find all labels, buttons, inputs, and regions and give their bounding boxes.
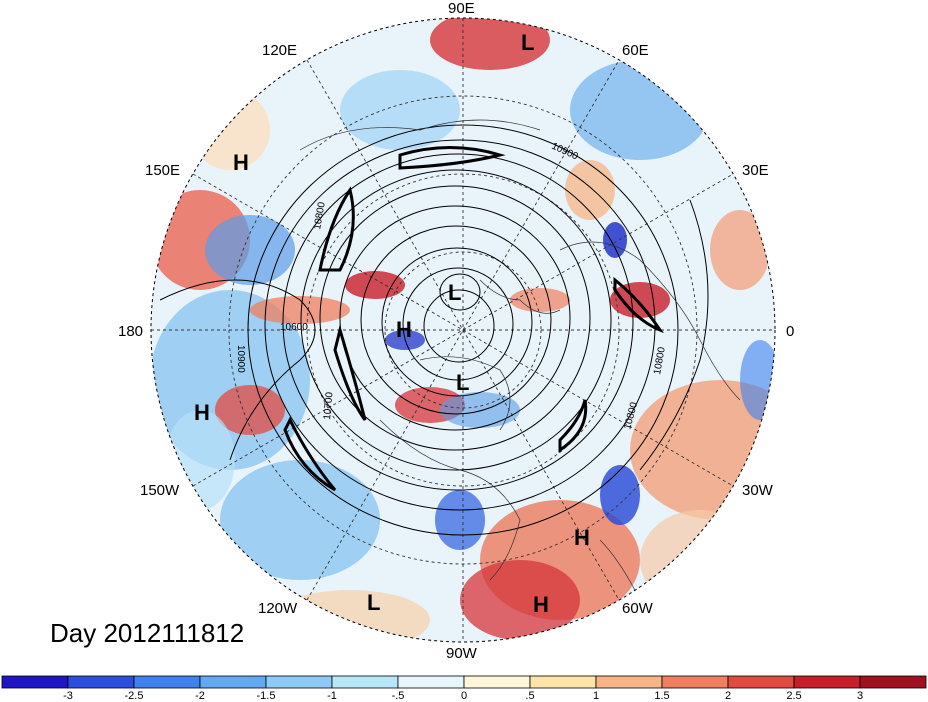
- lon-label-120w: 120W: [258, 600, 298, 617]
- colorbar-box: [1, 675, 69, 689]
- colorbar-tick-label: 2: [725, 690, 731, 702]
- pressure-center-high: H: [194, 400, 210, 425]
- colorbar: -3 -2.5 -2 -1.5 -1 -.5 0 .5 1 1.5 2 2.5 3: [1, 675, 927, 702]
- colorbar-box: [793, 675, 861, 689]
- coastlines: [299, 119, 741, 601]
- colorbar-tick-label: -1.5: [257, 690, 276, 702]
- lon-label-0: 0: [786, 323, 794, 340]
- colorbar-box: [727, 675, 795, 689]
- pressure-center-high: H: [533, 592, 549, 617]
- contour-label: 10800: [652, 346, 668, 376]
- pressure-center-low: L: [521, 30, 534, 55]
- colorbar-box: [199, 675, 267, 689]
- colorbar-box: [265, 675, 333, 689]
- colorbar-tick-label: -3: [63, 690, 73, 702]
- contour-label: 10800: [312, 201, 328, 231]
- colorbar-tick-label: -2.5: [125, 690, 144, 702]
- contour-label: 10700: [322, 391, 335, 420]
- colorbar-tick-label: 0: [461, 690, 467, 702]
- colorbar-tick-label: 2.5: [786, 690, 801, 702]
- colorbar-box: [595, 675, 663, 689]
- colorbar-box: [529, 675, 597, 689]
- lon-label-30e: 30E: [742, 162, 769, 179]
- lon-label-60e: 60E: [622, 42, 649, 59]
- colorbar-tick-label: 1.5: [654, 690, 669, 702]
- colorbar-tick-label: -2: [195, 690, 205, 702]
- map-boundary: [150, 17, 776, 643]
- colorbar-tick-label: 3: [857, 690, 863, 702]
- pressure-center-high: H: [574, 525, 590, 550]
- colorbar-tick-label: .5: [525, 690, 534, 702]
- colorbar-box: [397, 675, 465, 689]
- anomaly-field: [151, 18, 775, 642]
- colorbar-box: [661, 675, 729, 689]
- colorbar-box: [133, 675, 201, 689]
- colorbar-tick-label: -1: [327, 690, 337, 702]
- pressure-center-high: H: [233, 150, 249, 175]
- lon-label-30w: 30W: [742, 482, 774, 499]
- colorbar-box: [67, 675, 135, 689]
- colorbar-tick-label: 1: [593, 690, 599, 702]
- pressure-center-low: L: [456, 370, 469, 395]
- contour-label: 10900: [235, 345, 246, 373]
- pressure-center-low: L: [448, 280, 461, 305]
- lon-label-120e: 120E: [262, 42, 297, 59]
- colorbar-tick-label: -.5: [392, 690, 405, 702]
- lon-label-180: 180: [118, 323, 143, 340]
- colorbar-box: [331, 675, 399, 689]
- lon-label-150w: 150W: [140, 482, 180, 499]
- pressure-center-high: H: [396, 317, 412, 342]
- colorbar-box: [463, 675, 531, 689]
- lon-label-150e: 150E: [145, 162, 180, 179]
- lon-label-90w: 90W: [446, 645, 478, 662]
- jet-contours: [283, 146, 664, 492]
- lon-label-90e: 90E: [448, 0, 475, 17]
- lon-label-60w: 60W: [622, 600, 654, 617]
- colorbar-box: [859, 675, 927, 689]
- pressure-center-low: L: [367, 590, 380, 615]
- map-title: Day 2012111812: [50, 618, 245, 648]
- pressure-centers: L H L H L H H H L: [194, 30, 590, 617]
- contour-label: 10600: [280, 322, 308, 333]
- contour-labels: 10900 10800 10900 10600 10700 10800 1080…: [235, 141, 668, 431]
- longitude-labels: 90E 60E 30E 0 30W 60W 90W 120W 150W 180 …: [118, 0, 794, 662]
